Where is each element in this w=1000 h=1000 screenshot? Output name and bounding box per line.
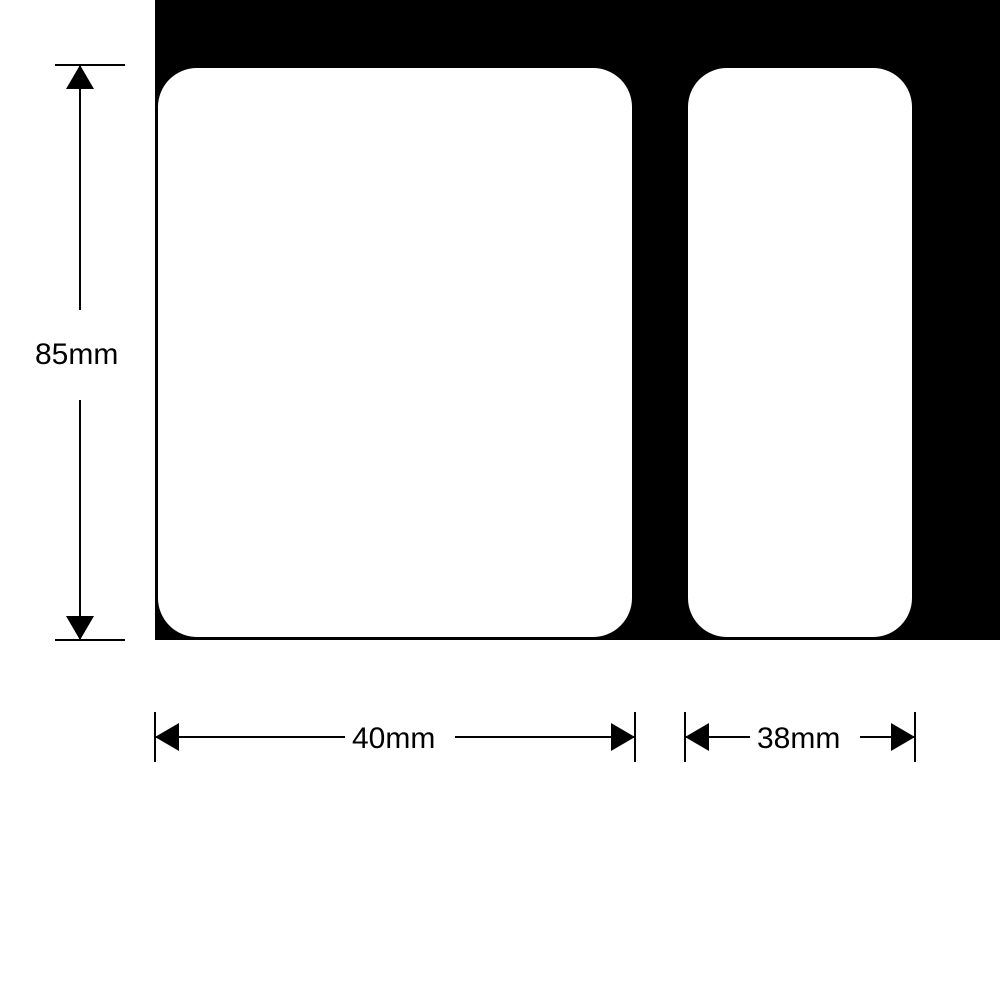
width-left-dim-arrow-left <box>155 723 179 751</box>
right-rectangle <box>685 65 915 640</box>
bg-bottom-strip <box>0 794 1000 1000</box>
width-right-dim-label: 38mm <box>757 722 840 756</box>
height-dim-arrow-up <box>66 65 94 89</box>
width-right-dim-arrow-right <box>891 723 915 751</box>
diagram-canvas: 85mm 40mm 38mm <box>0 0 1000 1000</box>
width-left-dim-label: 40mm <box>352 722 435 756</box>
height-dim-arrow-down <box>66 616 94 640</box>
width-left-dim-arrow-right <box>611 723 635 751</box>
width-right-dim-arrow-left <box>685 723 709 751</box>
left-rectangle <box>155 65 635 640</box>
height-dim-label: 85mm <box>35 338 118 372</box>
